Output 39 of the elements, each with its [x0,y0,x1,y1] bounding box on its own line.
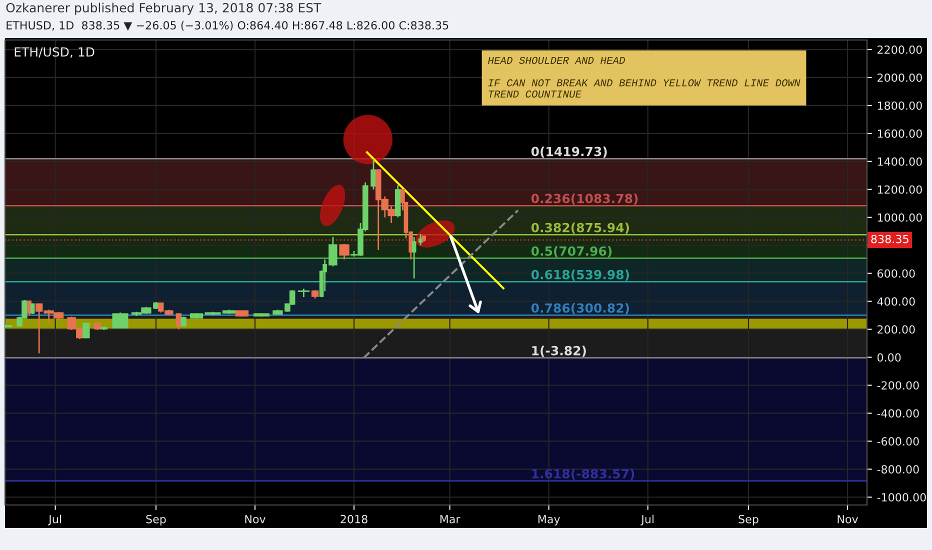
ref-line-label: 0.236(1083.78) [531,194,638,205]
y-tick-label: 400.00 [877,297,915,306]
y-tick-label: 1400.00 [878,157,922,166]
y-tick-label: 2200.00 [878,45,922,54]
x-tick-label: Jul [640,514,654,526]
y-tick-label: -800.00 [877,465,919,474]
x-tick-label: Sep [738,514,758,526]
y-tick-label: -1000.00 [877,493,926,502]
y-tick-label: -600.00 [877,437,919,446]
x-tick-label: Nov [245,515,266,524]
y-tick-label: 1200.00 [878,185,922,194]
y-tick-label: -200.00 [877,381,919,390]
ref-line-label: 0.786(300.82) [531,303,629,314]
y-tick-label: 1800.00 [878,101,922,110]
ref-line-label: 1.618(-883.57) [532,468,634,480]
ref-line-label: 0.5(707.96) [531,246,612,258]
text: ETHUSD, 1D 838.35 ▼ −26.05 (−3.01%) O:864.40 H:867.48 L:826.00 C:838.35 [6,20,448,31]
ref-line-label: 1(-3.82) [532,346,586,357]
candlestick [82,322,90,340]
y-tick-label: 200.00 [878,325,915,334]
x-tick-label: Sep [146,514,166,526]
y-tick-label: -400.00 [877,409,919,418]
x-tick-label: 2018 [340,514,368,524]
x-tick-label: May [538,515,560,526]
y-tick-label: 1000.00 [878,213,922,222]
y-tick-label: 0.00 [877,353,901,362]
text: Ozkanerer published February 13, 2018 07:38 EST [6,2,322,15]
text: ETH/USD, 1D [14,47,94,58]
y-tick-label: 2000.00 [878,73,922,82]
x-tick-label: Jul [48,514,61,526]
ref-line-label: 838.35 [871,234,908,244]
x-tick-label: Mar [440,515,460,524]
ref-line-label: 0(1419.73) [531,146,607,158]
y-tick-label: 600.00 [878,269,915,278]
x-tick-label: Nov [838,515,858,524]
y-tick-label: 1600.00 [878,129,922,138]
ref-line-label: 0.618(539.98) [531,270,629,281]
ref-line-label: 0.382(875.94) [531,222,629,234]
text: HEAD SHOULDER AND HEAD IF CAN NOT BREAK AND BEHIND YELLOW TREND LINE DOWN TREND COUNTINUE [488,56,800,98]
